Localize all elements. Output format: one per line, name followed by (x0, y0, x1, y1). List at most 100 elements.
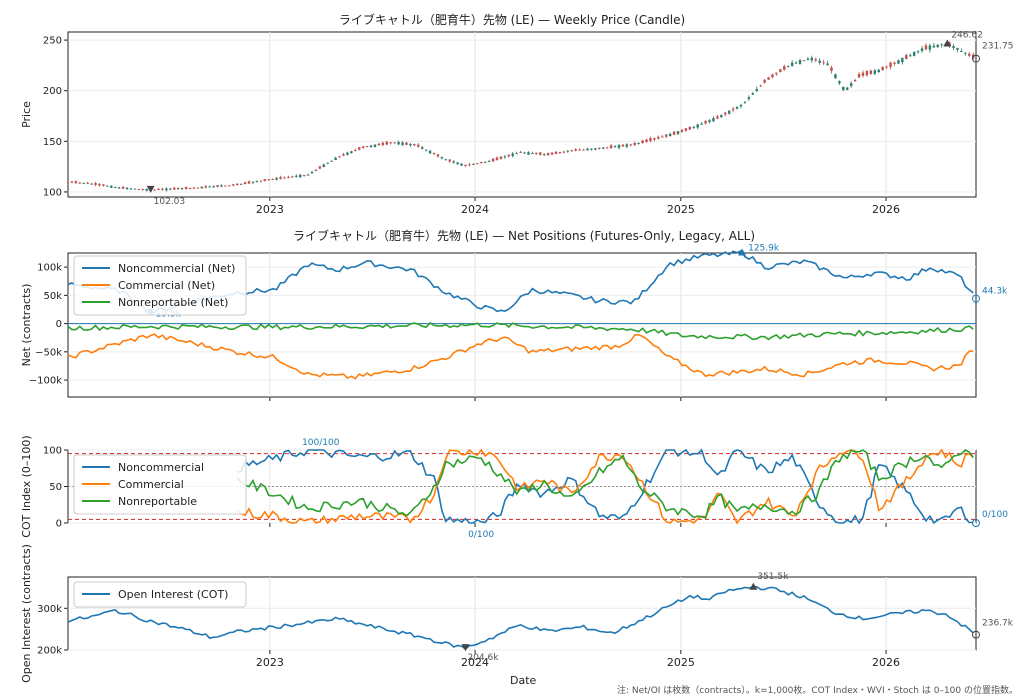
candle-body (543, 154, 546, 156)
candle-body (566, 150, 570, 152)
x-axis-label: Date (510, 674, 537, 687)
candle-body (727, 110, 731, 114)
candle-body (523, 152, 526, 154)
candle-body (889, 62, 892, 67)
candle-body (641, 140, 644, 144)
panel-frame-0 (67, 31, 977, 198)
candle-body (550, 152, 554, 155)
candle-body (424, 149, 428, 151)
oi-max-label: 351.5k (757, 572, 789, 582)
candle-body (826, 63, 829, 66)
tick-label-x: 2025 (667, 656, 695, 669)
candle-body (653, 138, 656, 140)
candle-body (574, 149, 577, 151)
candle-body (436, 154, 440, 157)
candle-body (165, 188, 168, 191)
candle-body (476, 163, 479, 165)
candle-body (216, 185, 219, 187)
candle-body (771, 74, 774, 78)
candle-body (688, 127, 692, 130)
candle-body (751, 93, 754, 95)
candle-body (897, 60, 900, 64)
candle-body (173, 187, 176, 190)
candle-body (519, 151, 522, 153)
candle-body (196, 187, 200, 189)
candle-body (342, 154, 345, 156)
cot-last-marker (972, 519, 980, 527)
candle-body (448, 159, 451, 162)
legend-cot-label: Nonreportable (118, 495, 197, 508)
candle-body (546, 153, 550, 156)
candle-body (657, 136, 660, 139)
candle-body (236, 183, 239, 186)
candle-body (141, 189, 144, 191)
candle-body (102, 184, 105, 186)
candle-body (621, 144, 625, 147)
chart-title-net: ライブキャトル（肥育牛）先物 (LE) — Net Positions (Fut… (293, 228, 755, 243)
candle-body (106, 185, 109, 187)
y-axis-label-oi: Open Interest (contracts) (20, 544, 33, 683)
candle-body (590, 148, 593, 150)
candle-body (613, 146, 617, 148)
candle-body (468, 164, 471, 166)
candle-body (295, 175, 298, 178)
candle-body (74, 181, 78, 184)
oi-min-label: 204.6k (467, 653, 499, 663)
legend-oi-label: Open Interest (COT) (118, 588, 228, 601)
candle-body (507, 154, 510, 157)
candle-body (306, 174, 310, 176)
candle-body (413, 144, 416, 146)
candle-body (708, 120, 711, 123)
candle-body (310, 171, 314, 174)
candle-body (243, 182, 247, 185)
candle-body (932, 45, 936, 48)
tick-label-y: 100k (37, 263, 62, 274)
candle-body (849, 83, 853, 87)
candle-body (421, 147, 424, 149)
tick-label-x: 2023 (256, 656, 284, 669)
candle-body (582, 149, 585, 151)
candle-body (456, 162, 459, 165)
candle-body (157, 188, 160, 190)
candle-body (247, 181, 251, 184)
candle-body (554, 151, 558, 154)
candle-body (869, 70, 873, 74)
candle-body (846, 87, 849, 90)
tick-label-y: 200k (37, 646, 62, 657)
candle-body (78, 182, 82, 184)
candle-body (299, 174, 302, 178)
y-axis-label-price: Price (20, 101, 33, 128)
candle-body (755, 88, 758, 92)
candle-body (354, 150, 357, 152)
candle-body (916, 51, 920, 53)
candle-body (417, 144, 420, 147)
candle-body (90, 183, 93, 185)
min-label: 102.03 (154, 197, 186, 207)
candle-body (637, 142, 640, 144)
candle-body (480, 162, 483, 164)
cot-line-2 (236, 449, 974, 519)
candle-body (893, 62, 896, 64)
candle-body (169, 188, 172, 190)
candle-body (491, 158, 495, 162)
candle-body (901, 57, 904, 63)
candle-body (137, 188, 141, 190)
candle-body (790, 62, 794, 66)
candle-body (224, 185, 227, 187)
candle-body (334, 157, 337, 161)
candle-body (110, 185, 113, 188)
candle-body (787, 65, 790, 67)
candle-body (802, 60, 806, 62)
candle-body (409, 143, 412, 146)
candle-body (602, 147, 605, 149)
candle-body (188, 187, 192, 189)
candle-body (570, 150, 573, 152)
tick-label-y: 150 (43, 137, 62, 148)
candle-body (885, 66, 888, 68)
net-last-marker (972, 294, 980, 303)
candle-body (330, 160, 333, 162)
tick-label-y: 200 (43, 86, 62, 97)
candle-body (724, 112, 727, 115)
tick-label-y: 0 (56, 319, 62, 330)
candle-body (783, 66, 786, 70)
